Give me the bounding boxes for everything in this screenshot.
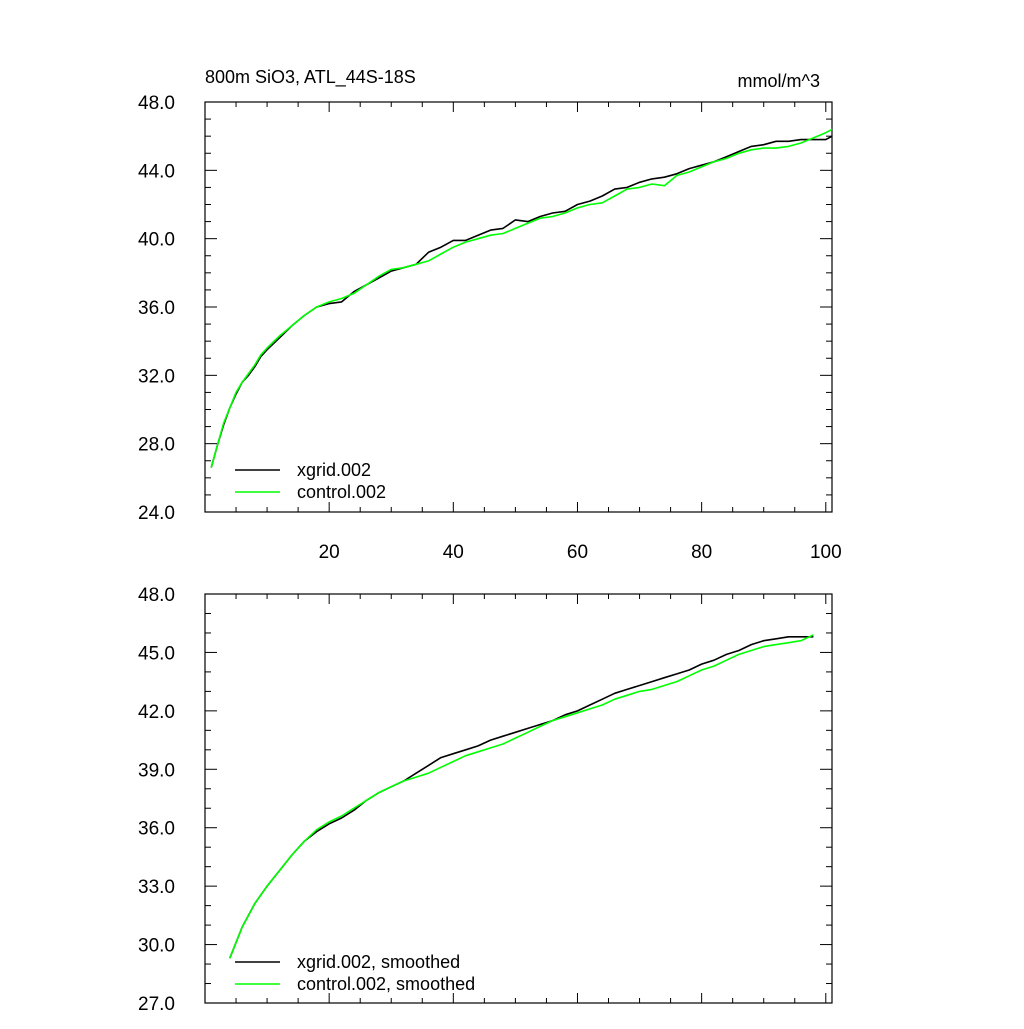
y-tick-label: 30.0 xyxy=(138,936,175,957)
y-tick-label: 40.0 xyxy=(138,230,175,251)
y-tick-label: 24.0 xyxy=(138,503,175,524)
y-tick-label: 48.0 xyxy=(138,585,175,606)
x-tick-label: 20 xyxy=(319,542,340,563)
y-tick-label: 33.0 xyxy=(138,877,175,898)
y-tick-label: 36.0 xyxy=(138,298,175,319)
series-line-control xyxy=(210,128,833,468)
units-label: mmol/m^3 xyxy=(738,71,820,91)
bottom-panel: 27.0 30.0 33.0 36.0 39.0 42.0 45.0 48.0 xgrid.00… xyxy=(138,585,833,1015)
chart-title: 800m SiO3, ATL_44S-18S xyxy=(205,67,416,88)
plot-frame xyxy=(204,101,833,513)
legend-label: control.002, smoothed xyxy=(297,974,475,994)
y-tick-label: 36.0 xyxy=(138,819,175,840)
series-line-control xyxy=(229,634,814,959)
y-tick-label: 39.0 xyxy=(138,760,175,781)
legend-label: xgrid.002 xyxy=(297,460,371,480)
top-panel: 800m SiO3, ATL_44S-18S mmol/m^3 20 40 60 80… xyxy=(138,67,842,563)
y-tick-label: 32.0 xyxy=(138,366,175,387)
legend-label: control.002 xyxy=(297,482,386,502)
y-tick-label: 48.0 xyxy=(138,93,175,114)
y-tick-label: 28.0 xyxy=(138,435,175,456)
legend-label: xgrid.002, smoothed xyxy=(297,952,460,972)
y-tick-label: 44.0 xyxy=(138,161,175,182)
y-tick-label: 27.0 xyxy=(138,994,175,1015)
y-tick-label: 42.0 xyxy=(138,702,175,723)
series-line-xgrid xyxy=(229,636,814,959)
x-tick-label: 100 xyxy=(810,542,842,563)
series-line-xgrid xyxy=(210,135,833,468)
x-tick-label: 40 xyxy=(443,542,464,563)
x-tick-label: 60 xyxy=(567,542,588,563)
x-tick-label: 80 xyxy=(691,542,712,563)
y-tick-label: 45.0 xyxy=(138,643,175,664)
plot-frame xyxy=(204,593,833,1004)
